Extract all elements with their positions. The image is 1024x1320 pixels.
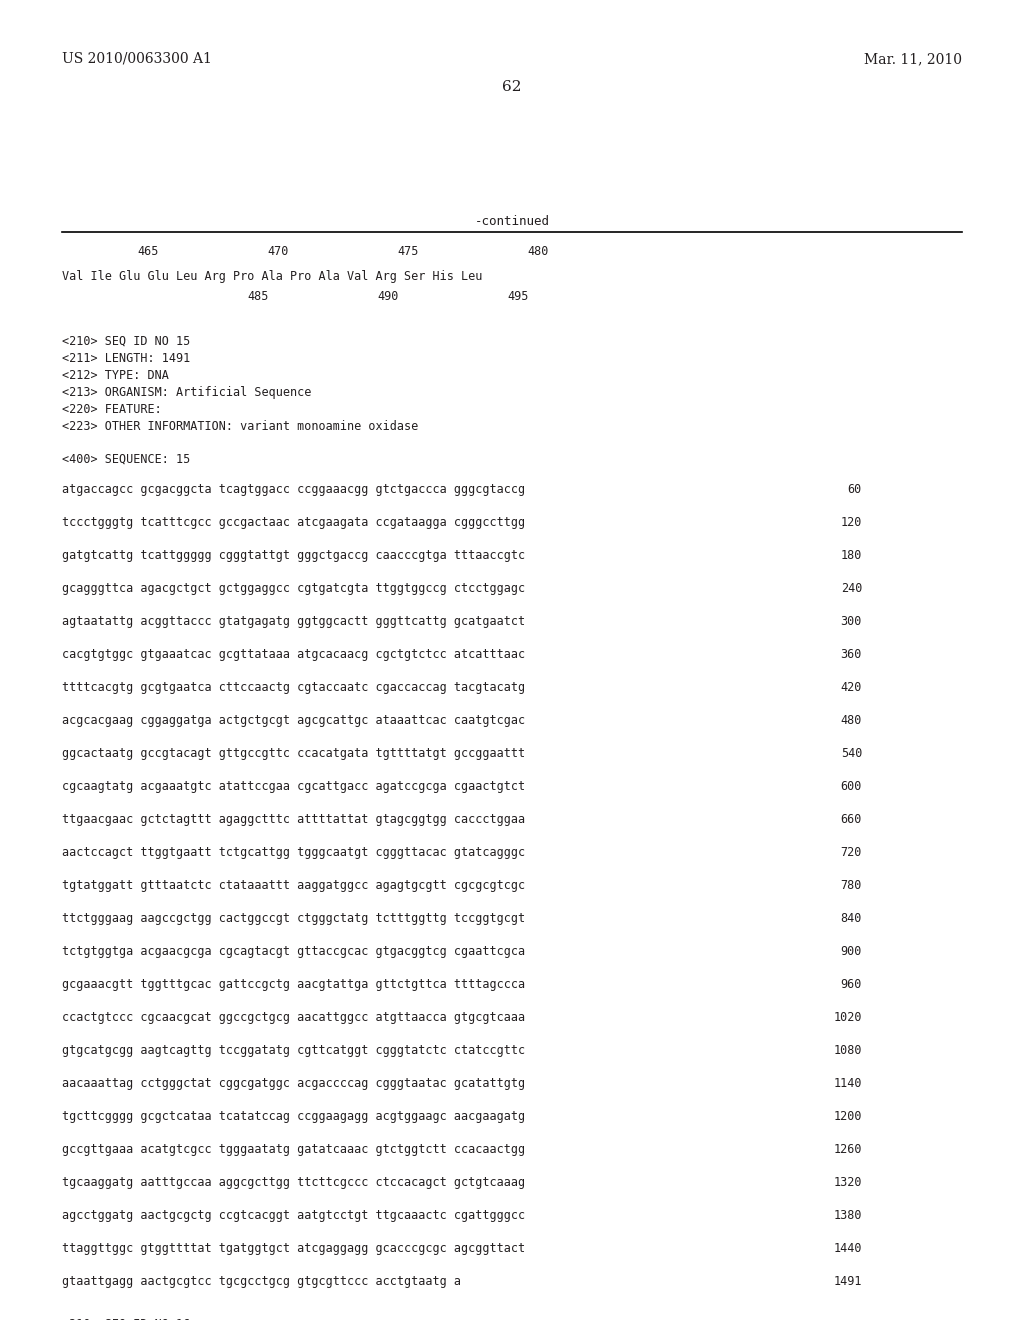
Text: ttttcacgtg gcgtgaatca cttccaactg cgtaccaatc cgaccaccag tacgtacatg: ttttcacgtg gcgtgaatca cttccaactg cgtacca… [62, 681, 525, 694]
Text: 485: 485 [247, 290, 268, 304]
Text: 465: 465 [137, 246, 159, 257]
Text: 480: 480 [527, 246, 549, 257]
Text: 840: 840 [841, 912, 862, 925]
Text: 480: 480 [841, 714, 862, 727]
Text: 420: 420 [841, 681, 862, 694]
Text: cacgtgtggc gtgaaatcac gcgttataaa atgcacaacg cgctgtctcc atcatttaac: cacgtgtggc gtgaaatcac gcgttataaa atgcaca… [62, 648, 525, 661]
Text: 720: 720 [841, 846, 862, 859]
Text: tctgtggtga acgaacgcga cgcagtacgt gttaccgcac gtgacggtcg cgaattcgca: tctgtggtga acgaacgcga cgcagtacgt gttaccg… [62, 945, 525, 958]
Text: 1491: 1491 [834, 1275, 862, 1288]
Text: aactccagct ttggtgaatt tctgcattgg tgggcaatgt cgggttacac gtatcagggc: aactccagct ttggtgaatt tctgcattgg tgggcaa… [62, 846, 525, 859]
Text: 180: 180 [841, 549, 862, 562]
Text: 780: 780 [841, 879, 862, 892]
Text: gcagggttca agacgctgct gctggaggcc cgtgatcgta ttggtggccg ctcctggagc: gcagggttca agacgctgct gctggaggcc cgtgatc… [62, 582, 525, 595]
Text: -continued: -continued [474, 215, 550, 228]
Text: ggcactaatg gccgtacagt gttgccgttc ccacatgata tgttttatgt gccggaattt: ggcactaatg gccgtacagt gttgccgttc ccacatg… [62, 747, 525, 760]
Text: 1200: 1200 [834, 1110, 862, 1123]
Text: tgtatggatt gtttaatctc ctataaattt aaggatggcc agagtgcgtt cgcgcgtcgc: tgtatggatt gtttaatctc ctataaattt aaggatg… [62, 879, 525, 892]
Text: <210> SEQ ID NO 15: <210> SEQ ID NO 15 [62, 335, 190, 348]
Text: 475: 475 [397, 246, 419, 257]
Text: tgcttcgggg gcgctcataa tcatatccag ccggaagagg acgtggaagc aacgaagatg: tgcttcgggg gcgctcataa tcatatccag ccggaag… [62, 1110, 525, 1123]
Text: 1320: 1320 [834, 1176, 862, 1189]
Text: acgcacgaag cggaggatga actgctgcgt agcgcattgc ataaattcac caatgtcgac: acgcacgaag cggaggatga actgctgcgt agcgcat… [62, 714, 525, 727]
Text: gcgaaacgtt tggtttgcac gattccgctg aacgtattga gttctgttca ttttagccca: gcgaaacgtt tggtttgcac gattccgctg aacgtat… [62, 978, 525, 991]
Text: 1260: 1260 [834, 1143, 862, 1156]
Text: 490: 490 [377, 290, 398, 304]
Text: <220> FEATURE:: <220> FEATURE: [62, 403, 162, 416]
Text: <211> LENGTH: 1491: <211> LENGTH: 1491 [62, 352, 190, 366]
Text: 300: 300 [841, 615, 862, 628]
Text: 1140: 1140 [834, 1077, 862, 1090]
Text: gtgcatgcgg aagtcagttg tccggatatg cgttcatggt cgggtatctc ctatccgttc: gtgcatgcgg aagtcagttg tccggatatg cgttcat… [62, 1044, 525, 1057]
Text: 1080: 1080 [834, 1044, 862, 1057]
Text: cgcaagtatg acgaaatgtc atattccgaa cgcattgacc agatccgcga cgaactgtct: cgcaagtatg acgaaatgtc atattccgaa cgcattg… [62, 780, 525, 793]
Text: aacaaattag cctgggctat cggcgatggc acgaccccag cgggtaatac gcatattgtg: aacaaattag cctgggctat cggcgatggc acgaccc… [62, 1077, 525, 1090]
Text: 540: 540 [841, 747, 862, 760]
Text: 600: 600 [841, 780, 862, 793]
Text: <212> TYPE: DNA: <212> TYPE: DNA [62, 370, 169, 381]
Text: agcctggatg aactgcgctg ccgtcacggt aatgtcctgt ttgcaaactc cgattgggcc: agcctggatg aactgcgctg ccgtcacggt aatgtcc… [62, 1209, 525, 1222]
Text: 900: 900 [841, 945, 862, 958]
Text: <213> ORGANISM: Artificial Sequence: <213> ORGANISM: Artificial Sequence [62, 385, 311, 399]
Text: 660: 660 [841, 813, 862, 826]
Text: Mar. 11, 2010: Mar. 11, 2010 [864, 51, 962, 66]
Text: 62: 62 [502, 81, 522, 94]
Text: <223> OTHER INFORMATION: variant monoamine oxidase: <223> OTHER INFORMATION: variant monoami… [62, 420, 418, 433]
Text: 960: 960 [841, 978, 862, 991]
Text: 120: 120 [841, 516, 862, 529]
Text: US 2010/0063300 A1: US 2010/0063300 A1 [62, 51, 212, 66]
Text: agtaatattg acggttaccc gtatgagatg ggtggcactt gggttcattg gcatgaatct: agtaatattg acggttaccc gtatgagatg ggtggca… [62, 615, 525, 628]
Text: 60: 60 [848, 483, 862, 496]
Text: ttaggttggc gtggttttat tgatggtgct atcgaggagg gcacccgcgc agcggttact: ttaggttggc gtggttttat tgatggtgct atcgagg… [62, 1242, 525, 1255]
Text: tccctgggtg tcatttcgcc gccgactaac atcgaagata ccgataagga cgggccttgg: tccctgggtg tcatttcgcc gccgactaac atcgaag… [62, 516, 525, 529]
Text: Val Ile Glu Glu Leu Arg Pro Ala Pro Ala Val Arg Ser His Leu: Val Ile Glu Glu Leu Arg Pro Ala Pro Ala … [62, 271, 482, 282]
Text: 470: 470 [267, 246, 289, 257]
Text: ttgaacgaac gctctagttt agaggctttc attttattat gtagcggtgg caccctggaa: ttgaacgaac gctctagttt agaggctttc attttat… [62, 813, 525, 826]
Text: <210> SEQ ID NO 16: <210> SEQ ID NO 16 [62, 1317, 190, 1320]
Text: ccactgtccc cgcaacgcat ggccgctgcg aacattggcc atgttaacca gtgcgtcaaa: ccactgtccc cgcaacgcat ggccgctgcg aacattg… [62, 1011, 525, 1024]
Text: tgcaaggatg aatttgccaa aggcgcttgg ttcttcgccc ctccacagct gctgtcaaag: tgcaaggatg aatttgccaa aggcgcttgg ttcttcg… [62, 1176, 525, 1189]
Text: 495: 495 [507, 290, 528, 304]
Text: 1020: 1020 [834, 1011, 862, 1024]
Text: gatgtcattg tcattggggg cgggtattgt gggctgaccg caacccgtga tttaaccgtc: gatgtcattg tcattggggg cgggtattgt gggctga… [62, 549, 525, 562]
Text: gccgttgaaa acatgtcgcc tgggaatatg gatatcaaac gtctggtctt ccacaactgg: gccgttgaaa acatgtcgcc tgggaatatg gatatca… [62, 1143, 525, 1156]
Text: 240: 240 [841, 582, 862, 595]
Text: gtaattgagg aactgcgtcc tgcgcctgcg gtgcgttccc acctgtaatg a: gtaattgagg aactgcgtcc tgcgcctgcg gtgcgtt… [62, 1275, 461, 1288]
Text: ttctgggaag aagccgctgg cactggccgt ctgggctatg tctttggttg tccggtgcgt: ttctgggaag aagccgctgg cactggccgt ctgggct… [62, 912, 525, 925]
Text: 1440: 1440 [834, 1242, 862, 1255]
Text: 360: 360 [841, 648, 862, 661]
Text: <400> SEQUENCE: 15: <400> SEQUENCE: 15 [62, 453, 190, 466]
Text: 1380: 1380 [834, 1209, 862, 1222]
Text: atgaccagcc gcgacggcta tcagtggacc ccggaaacgg gtctgaccca gggcgtaccg: atgaccagcc gcgacggcta tcagtggacc ccggaaa… [62, 483, 525, 496]
